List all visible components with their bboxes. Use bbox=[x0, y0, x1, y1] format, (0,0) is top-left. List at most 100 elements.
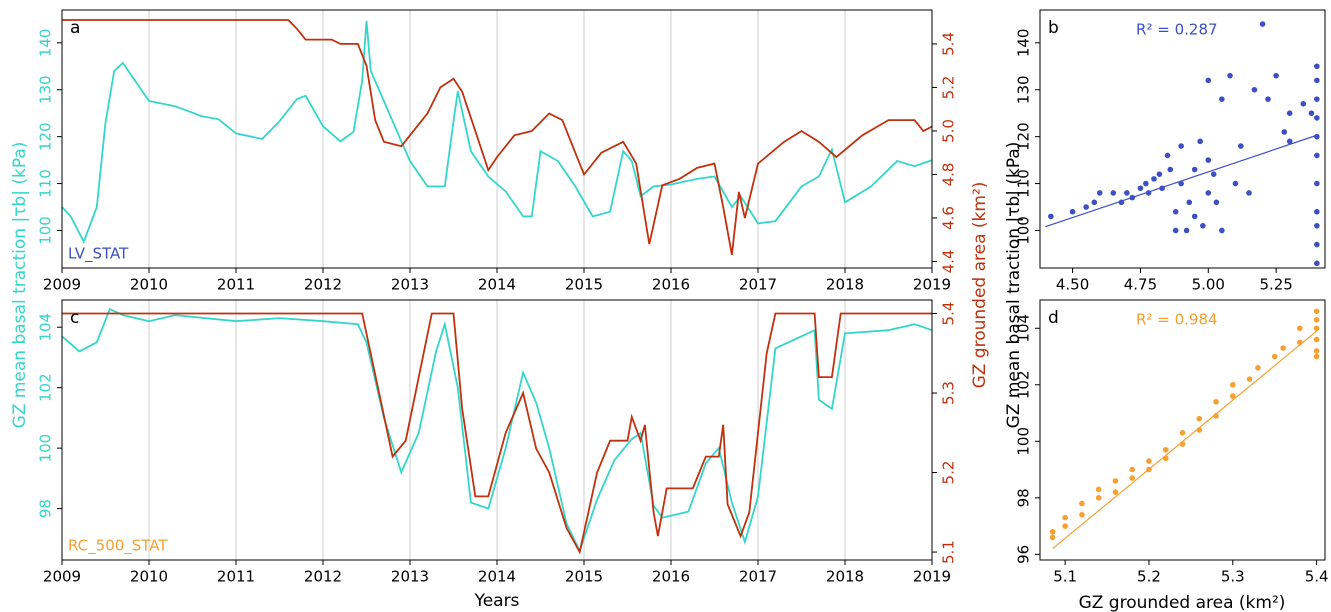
line-series bbox=[61, 20, 933, 244]
scatter-point bbox=[1049, 528, 1056, 535]
scatter-point bbox=[1205, 77, 1212, 84]
x-tick-label: 2013 bbox=[391, 568, 429, 586]
plot-frame bbox=[1039, 299, 1326, 561]
scatter-point bbox=[1172, 208, 1179, 215]
x-tick-label: 2017 bbox=[739, 276, 777, 294]
scatter-point bbox=[1143, 180, 1149, 187]
scatter-point bbox=[1191, 166, 1198, 173]
scatter-point bbox=[1314, 77, 1320, 84]
y-axis-label: GZ mean basal traction |τb| (kPa) bbox=[10, 142, 30, 429]
scatter-point bbox=[1313, 353, 1320, 360]
scatter-point bbox=[1314, 208, 1320, 215]
scatter-point bbox=[1179, 430, 1186, 436]
scatter-point bbox=[1271, 353, 1278, 360]
scatter-point bbox=[1273, 72, 1279, 79]
annotation: RC_500_STAT bbox=[68, 537, 168, 556]
x-tick-label: 2010 bbox=[130, 276, 168, 294]
x-tick-label: 5.4 bbox=[1305, 568, 1329, 586]
x-tick-label: 2012 bbox=[304, 568, 342, 586]
scatter-point bbox=[1280, 345, 1286, 351]
annotation: R² = 0.984 bbox=[1136, 311, 1217, 329]
x-tick-label: 2016 bbox=[652, 276, 690, 294]
scatter-point bbox=[1314, 152, 1320, 159]
y-tick-label: 100 bbox=[37, 434, 55, 463]
scatter-point bbox=[1246, 376, 1253, 382]
scatter-point bbox=[1314, 241, 1320, 248]
x-tick-label: 2015 bbox=[565, 568, 603, 586]
scatter-point bbox=[1167, 166, 1174, 173]
y2-tick-label: 5.0 bbox=[940, 119, 958, 143]
scatter-point bbox=[1314, 180, 1320, 187]
y-tick-label: 104 bbox=[37, 313, 55, 342]
panel-label: a bbox=[70, 18, 80, 38]
scatter-point bbox=[1313, 316, 1320, 323]
scatter-point bbox=[1048, 213, 1054, 220]
x-tick-label: 2014 bbox=[478, 276, 516, 294]
x-tick-label: 2018 bbox=[826, 568, 864, 586]
x-axis-label: GZ grounded area (km²) bbox=[1079, 593, 1286, 612]
scatter-point bbox=[1110, 190, 1117, 196]
scatter-point bbox=[1205, 157, 1212, 163]
y-tick-label: 102 bbox=[37, 373, 55, 402]
line-series bbox=[62, 312, 932, 555]
y2-tick-label: 5.2 bbox=[940, 76, 958, 100]
x-tick-label: 5.00 bbox=[1192, 276, 1225, 294]
scatter-point bbox=[1156, 171, 1163, 177]
scatter-point bbox=[1162, 446, 1169, 453]
scatter-point bbox=[1286, 138, 1293, 145]
scatter-point bbox=[1112, 489, 1119, 495]
scatter-point bbox=[1049, 534, 1056, 541]
scatter-point bbox=[1313, 325, 1320, 332]
x-tick-label: 2015 bbox=[565, 276, 603, 294]
y2-tick-label: 5.1 bbox=[940, 540, 958, 564]
scatter-point bbox=[1238, 143, 1244, 149]
plot-frame bbox=[61, 299, 933, 561]
x-tick-label: 4.75 bbox=[1124, 276, 1157, 294]
scatter-point bbox=[1219, 96, 1225, 102]
annotation: LV_STAT bbox=[68, 245, 129, 264]
fit-line bbox=[1052, 330, 1318, 550]
scatter-point bbox=[1313, 336, 1320, 343]
scatter-point bbox=[1191, 213, 1198, 220]
y-tick-label: 120 bbox=[1015, 122, 1033, 151]
y-tick-label: 140 bbox=[37, 29, 55, 58]
scatter-point bbox=[1095, 495, 1102, 501]
scatter-point bbox=[1286, 110, 1293, 116]
y2-axis-label: GZ grounded area (km²) bbox=[970, 182, 990, 389]
scatter-point bbox=[1178, 143, 1184, 149]
y2-tick-label: 4.4 bbox=[940, 250, 958, 274]
scatter-point bbox=[1229, 393, 1236, 399]
x-tick-label: 2017 bbox=[739, 568, 777, 586]
y-tick-label: 100 bbox=[37, 216, 55, 245]
scatter-point bbox=[1297, 325, 1303, 332]
x-tick-label: 5.25 bbox=[1259, 276, 1292, 294]
x-tick-label: 2010 bbox=[130, 568, 168, 586]
annotation: R² = 0.287 bbox=[1136, 21, 1217, 39]
scatter-point bbox=[1062, 523, 1068, 529]
line-series bbox=[61, 307, 933, 554]
scatter-point bbox=[1281, 129, 1288, 135]
plot-frame bbox=[1039, 9, 1326, 269]
x-tick-label: 2009 bbox=[43, 276, 81, 294]
scatter-point bbox=[1200, 222, 1206, 229]
scatter-point bbox=[1314, 133, 1320, 140]
y2-tick-label: 5.3 bbox=[940, 381, 958, 405]
scatter-point bbox=[1197, 138, 1203, 145]
x-tick-label: 5.3 bbox=[1221, 568, 1245, 586]
fit-line bbox=[1045, 134, 1318, 228]
scatter-point bbox=[1219, 227, 1225, 234]
x-tick-label: 2011 bbox=[217, 276, 255, 294]
scatter-point bbox=[1196, 415, 1203, 422]
scatter-point bbox=[1124, 190, 1130, 196]
y-tick-label: 130 bbox=[1015, 75, 1033, 104]
scatter-point bbox=[1314, 115, 1320, 121]
scatter-point bbox=[1069, 208, 1076, 215]
scatter-point bbox=[1246, 190, 1252, 196]
y-axis-label: GZ mean basal traction |τb| (kPa) bbox=[1004, 142, 1024, 429]
scatter-point bbox=[1172, 227, 1179, 234]
scatter-point bbox=[1079, 500, 1085, 507]
scatter-point bbox=[1314, 260, 1320, 267]
scatter-point bbox=[1308, 110, 1315, 116]
y-tick-label: 140 bbox=[1015, 29, 1033, 58]
x-tick-label: 5.1 bbox=[1053, 568, 1077, 586]
